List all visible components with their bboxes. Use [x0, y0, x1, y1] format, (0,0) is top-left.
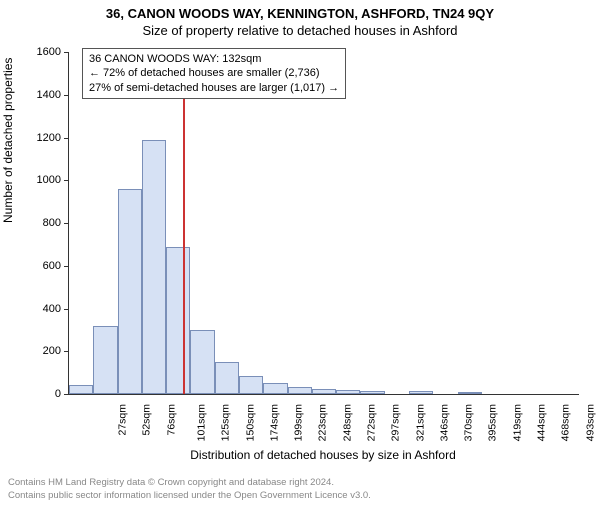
title-main: 36, CANON WOODS WAY, KENNINGTON, ASHFORD… — [0, 6, 600, 21]
x-tick-label: 27sqm — [117, 404, 129, 436]
x-tick-label: 248sqm — [341, 404, 353, 441]
y-tick-label: 1200 — [37, 132, 61, 144]
y-tick-label: 1000 — [37, 174, 61, 186]
bar — [288, 387, 312, 394]
bar — [336, 390, 360, 394]
bar — [118, 189, 142, 394]
callout-line-2: ← 72% of detached houses are smaller (2,… — [89, 66, 339, 80]
bar — [190, 330, 214, 394]
y-tick-label: 600 — [43, 260, 61, 272]
bar — [142, 140, 166, 394]
x-tick-label: 150sqm — [244, 404, 256, 441]
y-tick-label: 1600 — [37, 46, 61, 58]
x-axis-label: Distribution of detached houses by size … — [68, 448, 578, 462]
y-tick — [64, 351, 69, 352]
x-tick-label: 321sqm — [414, 404, 426, 441]
x-tick-label: 76sqm — [165, 404, 177, 436]
x-tick-label: 444sqm — [535, 404, 547, 441]
y-tick-label: 200 — [43, 345, 61, 357]
x-tick-label: 346sqm — [438, 404, 450, 441]
bar — [458, 392, 482, 394]
y-tick — [64, 309, 69, 310]
bar — [263, 383, 287, 394]
bar — [215, 362, 239, 394]
y-tick — [64, 394, 69, 395]
property-marker-line — [183, 52, 185, 394]
callout-line-1: 36 CANON WOODS WAY: 132sqm — [89, 52, 339, 66]
y-tick-label: 400 — [43, 303, 61, 315]
attribution-line-2: Contains public sector information licen… — [8, 490, 592, 502]
bar — [360, 391, 384, 394]
x-tick-label: 125sqm — [220, 404, 232, 441]
x-tick-label: 370sqm — [463, 404, 475, 441]
x-tick-label: 272sqm — [365, 404, 377, 441]
x-tick-label: 468sqm — [560, 404, 572, 441]
y-axis-label: Number of detached properties — [1, 58, 15, 223]
bar — [312, 389, 336, 394]
attribution: Contains HM Land Registry data © Crown c… — [8, 477, 592, 502]
chart-plot-area: 0200400600800100012001400160027sqm52sqm7… — [68, 52, 579, 395]
y-tick — [64, 52, 69, 53]
x-tick-label: 395sqm — [487, 404, 499, 441]
bar — [93, 326, 117, 394]
x-tick-label: 52sqm — [141, 404, 153, 436]
y-tick — [64, 180, 69, 181]
x-tick-label: 174sqm — [268, 404, 280, 441]
callout-line-3: 27% of semi-detached houses are larger (… — [89, 81, 339, 95]
x-tick-label: 223sqm — [317, 404, 329, 441]
bar — [166, 247, 190, 394]
title-sub: Size of property relative to detached ho… — [0, 23, 600, 38]
x-tick-label: 199sqm — [293, 404, 305, 441]
x-tick-label: 493sqm — [584, 404, 596, 441]
bar — [409, 391, 433, 394]
y-tick — [64, 95, 69, 96]
bar — [69, 385, 93, 394]
y-tick-label: 0 — [55, 388, 61, 400]
y-tick — [64, 138, 69, 139]
attribution-line-1: Contains HM Land Registry data © Crown c… — [8, 477, 592, 489]
property-callout: 36 CANON WOODS WAY: 132sqm ← 72% of deta… — [82, 48, 346, 99]
bar — [239, 376, 263, 394]
y-tick-label: 1400 — [37, 89, 61, 101]
y-tick — [64, 223, 69, 224]
x-tick-label: 297sqm — [390, 404, 402, 441]
x-tick-label: 101sqm — [195, 404, 207, 441]
x-tick-label: 419sqm — [511, 404, 523, 441]
y-tick-label: 800 — [43, 217, 61, 229]
y-tick — [64, 266, 69, 267]
